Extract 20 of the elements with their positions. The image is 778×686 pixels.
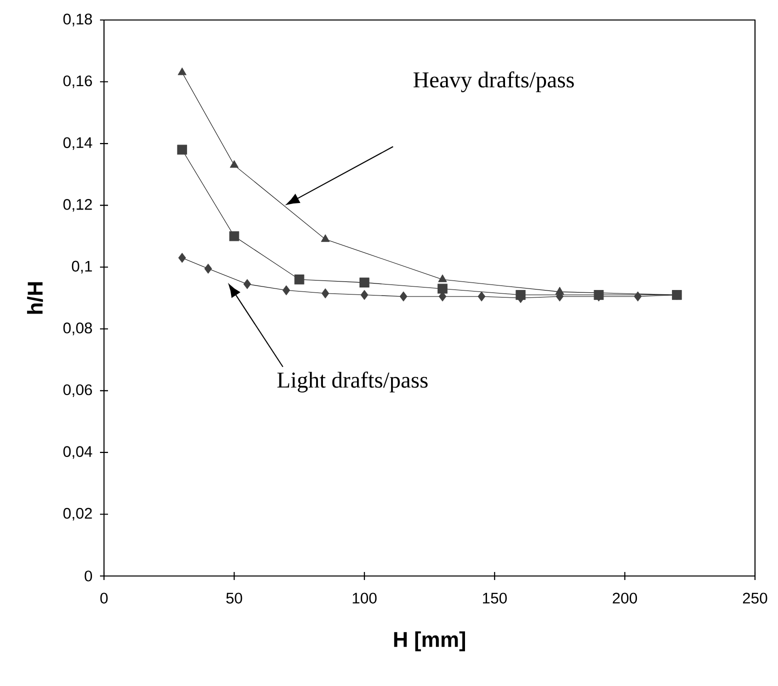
- y-tick-label: 0,1: [72, 260, 92, 274]
- y-tick-label: 0,14: [63, 137, 92, 150]
- x-tick-label: 200: [612, 592, 637, 604]
- x-tick-label: 0: [100, 592, 108, 604]
- annotation: Light drafts/pass: [277, 372, 428, 392]
- y-tick-label: 0,02: [63, 508, 92, 521]
- annotation: Heavy drafts/pass: [414, 71, 574, 92]
- y-tick-label: 0,18: [63, 14, 92, 26]
- x-tick-label: 150: [482, 592, 507, 604]
- x-tick-label: 50: [226, 592, 242, 604]
- y-tick-label: 0,06: [63, 384, 92, 398]
- x-axis-title: H [mm]: [394, 631, 466, 652]
- x-tick-label: 250: [742, 592, 768, 604]
- y-tick-label: 0,04: [63, 446, 92, 459]
- x-tick-label: 100: [352, 592, 377, 604]
- y-tick-label: 0: [84, 570, 92, 582]
- y-axis-title: h/H: [27, 282, 43, 314]
- y-tick-label: 0,16: [63, 75, 92, 88]
- y-tick-label: 0,08: [63, 322, 92, 336]
- y-tick-label: 0,12: [63, 198, 92, 212]
